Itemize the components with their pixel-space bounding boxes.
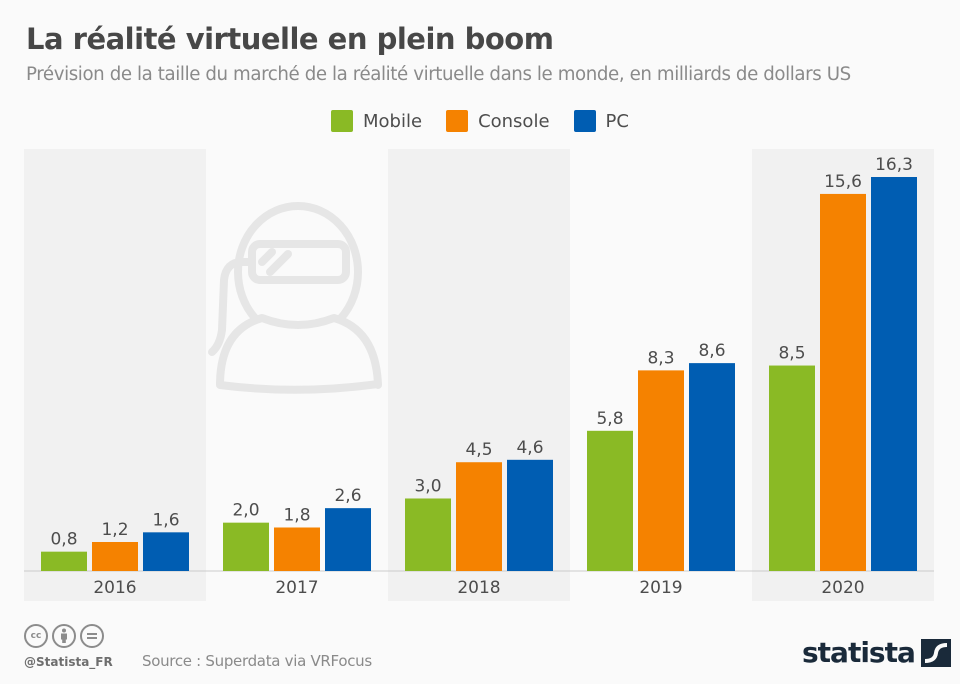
data-label-pc-2019: 8,6: [698, 341, 725, 361]
data-label-mobile-2020: 8,5: [778, 344, 805, 364]
legend-label-pc: PC: [605, 110, 629, 132]
cc-icon: cc: [24, 624, 48, 648]
statista-logo-mark-icon: [920, 638, 951, 667]
vr-headset-person-icon: [208, 202, 382, 394]
legend-swatch-mobile: [331, 110, 354, 132]
bar-console-2016[interactable]: [92, 541, 138, 571]
chart-title: La réalité virtuelle en plein boom: [26, 22, 554, 56]
legend-label-console: Console: [478, 110, 550, 132]
bar-mobile-2016[interactable]: [41, 551, 87, 571]
attribution-icon: [52, 624, 76, 648]
x-tick-label-2018: 2018: [457, 578, 500, 598]
bar-console-2018[interactable]: [456, 462, 502, 571]
source-note: Source : Superdata via VRFocus: [142, 652, 372, 670]
bar-pc-2017[interactable]: [325, 508, 371, 571]
bar-mobile-2018[interactable]: [405, 498, 451, 571]
bar-mobile-2017[interactable]: [223, 522, 269, 571]
data-label-mobile-2018: 3,0: [414, 476, 441, 496]
data-label-mobile-2017: 2,0: [232, 501, 259, 521]
license-icons: cc: [24, 624, 104, 648]
bar-pc-2018[interactable]: [507, 459, 553, 571]
data-label-mobile-2019: 5,8: [596, 409, 623, 429]
legend-item-mobile: Mobile: [331, 110, 422, 132]
x-tick-label-2017: 2017: [275, 578, 318, 598]
x-tick-label-2019: 2019: [639, 578, 682, 598]
category-panel-2016: [24, 149, 206, 601]
bar-pc-2020[interactable]: [871, 177, 917, 571]
legend-swatch-console: [446, 110, 469, 132]
chart-subtitle: Prévision de la taille du marché de la r…: [26, 64, 851, 85]
legend-swatch-pc: [573, 110, 596, 132]
data-label-console-2016: 1,2: [101, 520, 128, 540]
bar-console-2020[interactable]: [820, 193, 866, 572]
legend-label-mobile: Mobile: [363, 110, 423, 132]
x-tick-label-2020: 2020: [821, 578, 864, 598]
bar-pc-2016[interactable]: [143, 532, 189, 571]
data-label-pc-2017: 2,6: [334, 486, 361, 506]
no-derivatives-icon: [80, 624, 104, 648]
bar-console-2017[interactable]: [274, 527, 320, 571]
legend-item-pc: PC: [573, 110, 629, 132]
statista-logo-text: statista: [802, 636, 916, 669]
data-label-console-2017: 1,8: [283, 505, 310, 525]
data-label-mobile-2016: 0,8: [50, 530, 77, 550]
twitter-handle[interactable]: @Statista_FR: [24, 655, 113, 669]
bar-pc-2019[interactable]: [689, 363, 735, 571]
x-tick-label-2016: 2016: [93, 578, 136, 598]
data-label-pc-2018: 4,6: [516, 438, 543, 458]
data-label-pc-2020: 16,3: [875, 155, 913, 175]
data-label-pc-2016: 1,6: [152, 510, 179, 530]
bar-mobile-2020[interactable]: [769, 365, 815, 571]
data-label-console-2018: 4,5: [465, 440, 492, 460]
legend: Mobile Console PC: [0, 110, 960, 132]
data-label-console-2020: 15,6: [824, 172, 862, 192]
data-label-console-2019: 8,3: [647, 348, 674, 368]
bar-mobile-2019[interactable]: [587, 430, 633, 571]
bar-console-2019[interactable]: [638, 370, 684, 571]
legend-item-console: Console: [446, 110, 550, 132]
statista-logo[interactable]: statista: [802, 636, 951, 669]
